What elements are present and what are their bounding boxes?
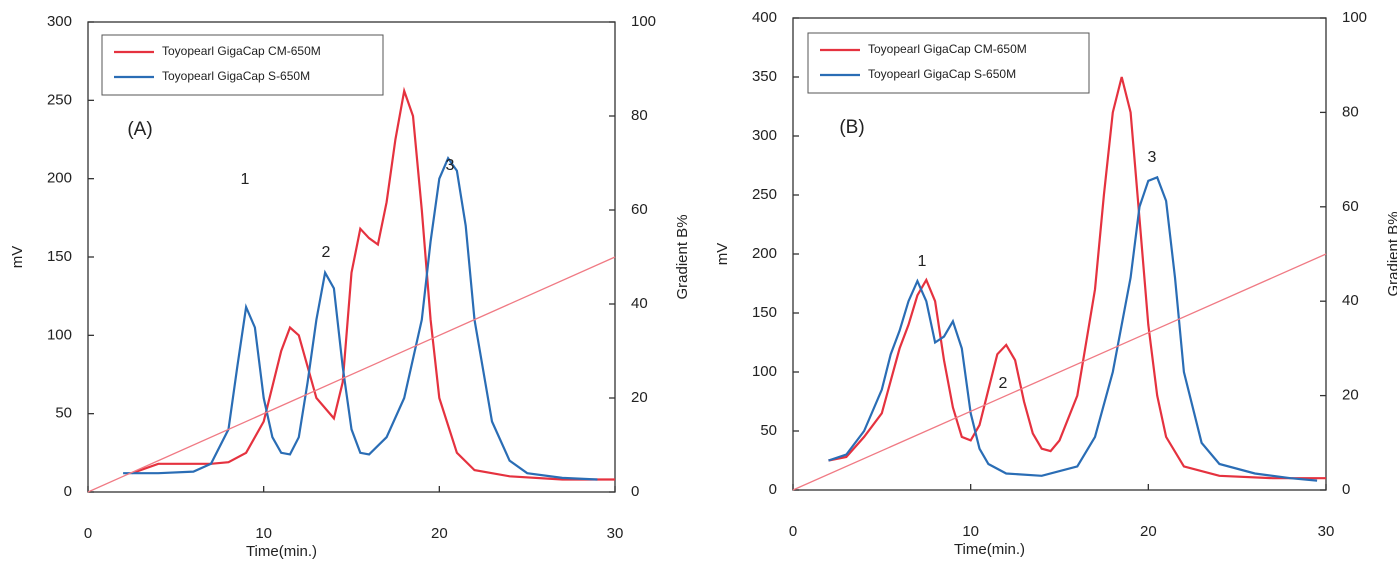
x-tick-label: 10 (962, 523, 979, 540)
gradient-line (792, 253, 1327, 491)
panel-label: (B) (839, 117, 864, 138)
series-line (123, 156, 598, 481)
y-axis-label: mV (9, 246, 26, 269)
x-tick-label: 10 (255, 525, 272, 542)
series-line (828, 76, 1326, 480)
legend-label: Toyopearl GigaCap S-650M (162, 69, 310, 83)
y2-tick-label: 100 (1342, 9, 1367, 26)
legend-box (807, 32, 1090, 94)
y2-axis-label: Gradient B% (1385, 211, 1397, 296)
gradient-line (87, 256, 616, 493)
y2-tick-label: 80 (631, 107, 648, 124)
y2-tick-label: 0 (631, 483, 639, 500)
legend-label: Toyopearl GigaCap S-650M (868, 67, 1016, 81)
peak-label: 3 (446, 157, 455, 174)
y2-tick-label: 20 (1342, 387, 1359, 404)
peak-label: 3 (1148, 149, 1157, 166)
x-tick-label: 0 (84, 525, 92, 542)
y2-tick-label: 0 (1342, 481, 1350, 498)
legend-label: Toyopearl GigaCap CM-650M (162, 44, 321, 58)
y2-axis-label: Gradient B% (674, 214, 691, 299)
y2-tick-label: 40 (1342, 292, 1359, 309)
peak-label: 2 (322, 244, 331, 261)
y-tick-label: 50 (760, 422, 777, 439)
y-tick-label: 400 (752, 9, 777, 26)
panel-label: (A) (127, 119, 152, 140)
y2-tick-label: 100 (631, 13, 656, 30)
y-tick-label: 50 (55, 405, 72, 422)
x-tick-label: 20 (431, 525, 448, 542)
y-tick-label: 200 (47, 170, 72, 187)
x-axis-label: Time(min.) (954, 541, 1025, 558)
y-tick-label: 150 (752, 304, 777, 321)
y-tick-label: 100 (47, 326, 72, 343)
y-tick-label: 250 (752, 186, 777, 203)
x-tick-label: 30 (1318, 523, 1335, 540)
y2-tick-label: 40 (631, 295, 648, 312)
series-line (131, 86, 615, 481)
peak-label: 2 (999, 375, 1008, 392)
y2-tick-label: 60 (1342, 198, 1359, 215)
x-tick-label: 0 (789, 523, 797, 540)
peak-label: 1 (241, 171, 250, 188)
legend-label: Toyopearl GigaCap CM-650M (868, 42, 1027, 56)
y2-tick-label: 80 (1342, 103, 1359, 120)
y2-tick-label: 20 (631, 389, 648, 406)
y-tick-label: 0 (769, 481, 777, 498)
y-tick-label: 300 (47, 13, 72, 30)
y-tick-label: 0 (64, 483, 72, 500)
y-tick-label: 150 (47, 248, 72, 265)
y2-tick-label: 60 (631, 201, 648, 218)
y-tick-label: 300 (752, 127, 777, 144)
y-axis-label: mV (714, 243, 731, 266)
legend-box (101, 34, 384, 96)
y-tick-label: 200 (752, 245, 777, 262)
x-axis-label: Time(min.) (246, 543, 317, 560)
y-tick-label: 250 (47, 91, 72, 108)
peak-label: 1 (918, 253, 927, 270)
x-tick-label: 30 (607, 525, 624, 542)
y-tick-label: 100 (752, 363, 777, 380)
x-tick-label: 20 (1140, 523, 1157, 540)
y-tick-label: 350 (752, 68, 777, 85)
series-line (828, 175, 1318, 482)
